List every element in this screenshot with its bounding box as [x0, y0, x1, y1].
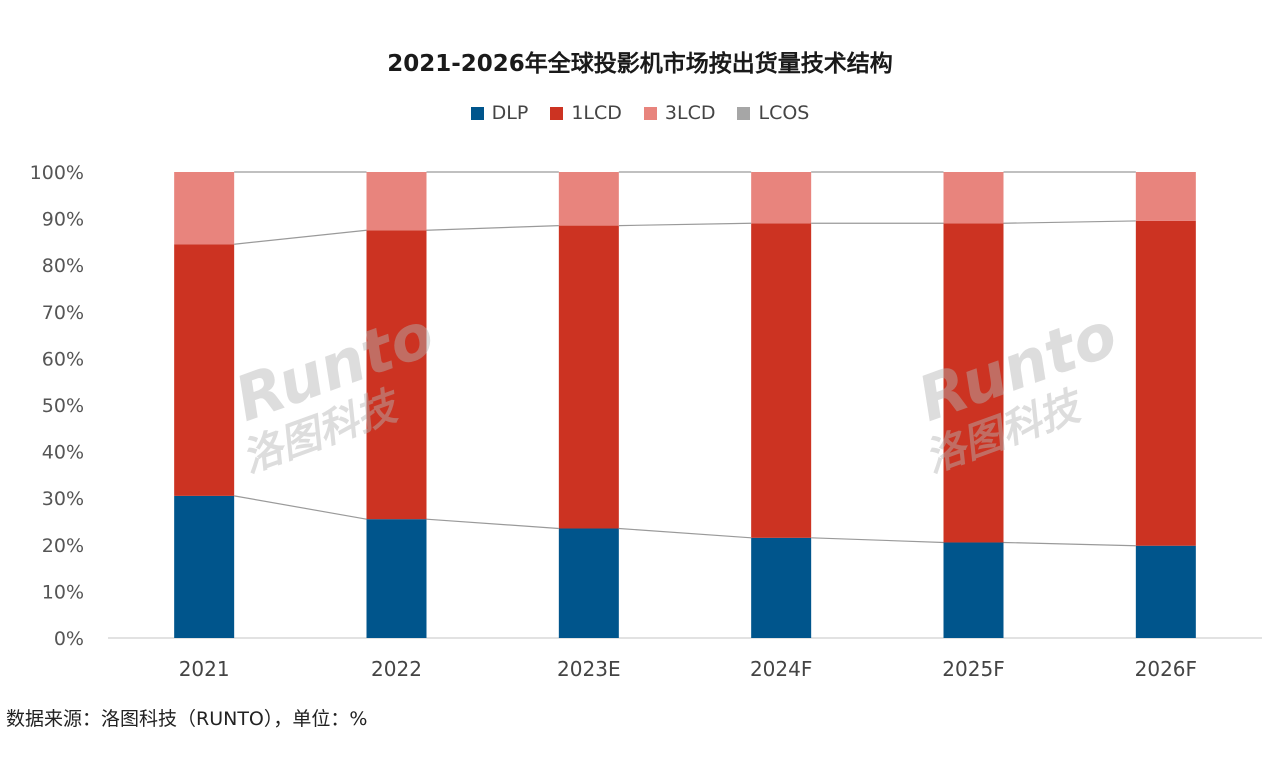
x-tick-label: 2021: [179, 657, 230, 681]
y-tick-label: 60%: [42, 348, 84, 370]
legend-label: LCOS: [758, 102, 810, 124]
chart-title: 2021-2026年全球投影机市场按出货量技术结构: [387, 51, 893, 77]
legend-swatch: [550, 106, 564, 120]
y-tick-label: 70%: [42, 302, 84, 324]
y-tick-label: 90%: [42, 209, 84, 231]
bar-3lcd-2026f: [1135, 172, 1196, 221]
bar-3lcd-2023e: [558, 172, 619, 226]
bar-dlp-2022: [366, 519, 427, 638]
bar-dlp-2025f: [943, 542, 1004, 638]
series-connector-line: [426, 518, 559, 530]
bar-dlp-2026f: [1135, 545, 1196, 638]
series-connector-line: [234, 495, 367, 520]
y-tick-label: 0%: [54, 628, 84, 650]
legend-swatch: [643, 106, 657, 120]
x-tick-label: 2024F: [750, 657, 812, 681]
legend: DLP 1LCD 3LCD LCOS: [0, 102, 1280, 124]
series-connector-line: [1003, 220, 1136, 224]
y-tick-label: 40%: [42, 442, 84, 464]
bar-1lcd-2025f: [943, 223, 1004, 543]
legend-label: 3LCD: [664, 102, 716, 124]
bar-3lcd-2024f: [751, 172, 812, 224]
bar-1lcd-2026f: [1135, 220, 1196, 546]
y-tick-label: 50%: [42, 395, 84, 417]
series-connector-line: [811, 537, 944, 544]
legend-swatch: [737, 106, 751, 120]
y-tick-label: 20%: [42, 535, 84, 557]
y-tick-label: 80%: [42, 255, 84, 277]
x-tick-label: 2022: [371, 657, 422, 681]
y-tick-label: 30%: [42, 488, 84, 510]
bar-1lcd-2024f: [751, 223, 812, 538]
source-note: 数据来源：洛图科技（RUNTO），单位：%: [6, 708, 368, 730]
x-tick-label: 2025F: [942, 657, 1004, 681]
bar-dlp-2024f: [751, 537, 812, 638]
series-connector-line: [426, 224, 559, 231]
bar-1lcd-2023e: [558, 225, 619, 529]
bar-dlp-2023e: [558, 528, 619, 638]
legend-label: 1LCD: [571, 102, 622, 124]
series-connector-line: [618, 222, 752, 227]
bar-3lcd-2021: [174, 172, 235, 245]
bar-dlp-2021: [174, 495, 235, 638]
x-tick-label: 2026F: [1135, 657, 1197, 681]
bar-1lcd-2021: [174, 244, 235, 496]
legend-item-lcos: LCOS: [737, 102, 809, 124]
legend-label: DLP: [491, 102, 529, 124]
y-tick-label: 10%: [42, 581, 84, 603]
y-tick-label: 100%: [30, 162, 84, 184]
bar-3lcd-2022: [366, 172, 427, 231]
legend-item-1lcd: 1LCD: [550, 102, 622, 124]
series-connector-line: [618, 527, 752, 539]
legend-swatch: [470, 106, 484, 120]
legend-item-3lcd: 3LCD: [643, 102, 716, 124]
x-tick-label: 2023E: [557, 657, 621, 681]
series-connector-line: [1003, 541, 1136, 547]
bar-1lcd-2022: [366, 230, 427, 520]
bar-3lcd-2025f: [943, 172, 1004, 224]
legend-item-dlp: DLP: [470, 102, 529, 124]
series-connector-line: [234, 229, 367, 245]
